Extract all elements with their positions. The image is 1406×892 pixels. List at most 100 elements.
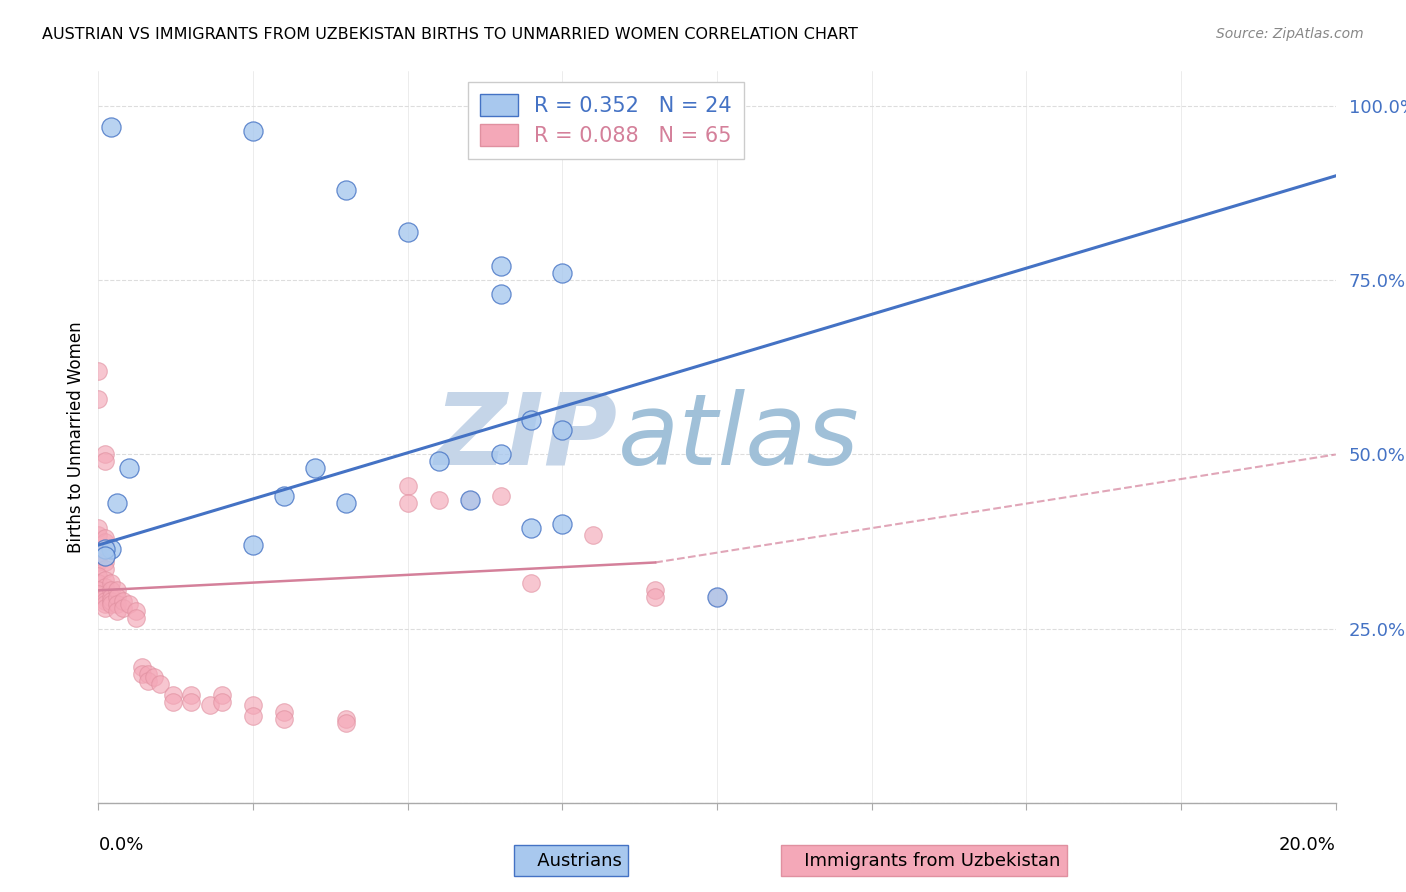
Point <box>520 412 543 426</box>
Point <box>105 604 128 618</box>
Point <box>211 688 233 702</box>
Point <box>136 673 159 688</box>
Point <box>180 695 202 709</box>
Text: Immigrants from Uzbekistan: Immigrants from Uzbekistan <box>787 852 1060 870</box>
Point <box>180 688 202 702</box>
Point <box>396 496 419 510</box>
Point <box>489 448 512 462</box>
Text: AUSTRIAN VS IMMIGRANTS FROM UZBEKISTAN BIRTHS TO UNMARRIED WOMEN CORRELATION CHA: AUSTRIAN VS IMMIGRANTS FROM UZBEKISTAN B… <box>42 27 858 42</box>
Point <box>87 392 110 406</box>
Point <box>242 698 264 713</box>
Point <box>87 587 110 601</box>
Point <box>551 266 574 280</box>
Point <box>335 715 357 730</box>
Point <box>118 597 141 611</box>
Point <box>551 423 574 437</box>
Point <box>335 183 357 197</box>
Point <box>100 597 122 611</box>
Point <box>520 521 543 535</box>
Point <box>427 492 450 507</box>
Point <box>131 660 153 674</box>
Point <box>93 454 115 468</box>
Point <box>242 538 264 552</box>
Point <box>242 708 264 723</box>
Point <box>93 549 115 563</box>
Point <box>143 670 166 684</box>
Text: Source: ZipAtlas.com: Source: ZipAtlas.com <box>1216 27 1364 41</box>
Point <box>242 123 264 137</box>
Point <box>100 120 122 134</box>
Point <box>105 583 128 598</box>
Point <box>87 576 110 591</box>
Point <box>551 517 574 532</box>
Point <box>706 591 728 605</box>
Point <box>112 594 135 608</box>
Point <box>100 594 122 608</box>
Point <box>105 496 128 510</box>
Point <box>93 531 115 545</box>
Point <box>87 583 110 598</box>
Point <box>489 489 512 503</box>
Y-axis label: Births to Unmarried Women: Births to Unmarried Women <box>66 321 84 553</box>
Point <box>396 225 419 239</box>
Point <box>124 604 146 618</box>
Point <box>273 705 295 719</box>
Point <box>149 677 172 691</box>
Point <box>706 591 728 605</box>
Point <box>87 549 110 563</box>
Point <box>87 556 110 570</box>
Point <box>87 521 110 535</box>
Point <box>93 594 115 608</box>
Point <box>93 580 115 594</box>
Point <box>100 541 122 556</box>
Point <box>162 688 184 702</box>
Point <box>520 576 543 591</box>
Point <box>93 534 115 549</box>
Point <box>458 492 481 507</box>
Point <box>93 556 115 570</box>
Point <box>93 562 115 576</box>
Point <box>93 541 115 556</box>
Point <box>124 611 146 625</box>
Point <box>100 591 122 605</box>
Point <box>335 712 357 726</box>
Text: ZIP: ZIP <box>434 389 619 485</box>
Point <box>458 492 481 507</box>
Point <box>304 461 326 475</box>
Point <box>582 527 605 541</box>
Point <box>93 597 115 611</box>
Legend: R = 0.352   N = 24, R = 0.088   N = 65: R = 0.352 N = 24, R = 0.088 N = 65 <box>468 82 744 159</box>
Point <box>396 479 419 493</box>
Text: 0.0%: 0.0% <box>98 836 143 854</box>
Text: Austrians: Austrians <box>520 852 621 870</box>
Point <box>273 712 295 726</box>
Point <box>100 576 122 591</box>
Text: atlas: atlas <box>619 389 859 485</box>
Point <box>644 583 666 598</box>
Point <box>112 600 135 615</box>
Point <box>93 448 115 462</box>
Point <box>93 600 115 615</box>
Point <box>105 591 128 605</box>
Point <box>93 573 115 587</box>
Point <box>105 597 128 611</box>
Text: 20.0%: 20.0% <box>1279 836 1336 854</box>
Point <box>162 695 184 709</box>
Point <box>198 698 221 713</box>
Point <box>87 527 110 541</box>
Point <box>427 454 450 468</box>
Point <box>118 461 141 475</box>
Point <box>136 667 159 681</box>
Point <box>87 364 110 378</box>
Point <box>644 120 666 134</box>
Point <box>211 695 233 709</box>
Point <box>489 287 512 301</box>
Point <box>644 591 666 605</box>
Point <box>131 667 153 681</box>
Point <box>489 260 512 274</box>
Point <box>273 489 295 503</box>
Point <box>93 591 115 605</box>
Point <box>87 569 110 583</box>
Point <box>335 496 357 510</box>
Point <box>100 583 122 598</box>
